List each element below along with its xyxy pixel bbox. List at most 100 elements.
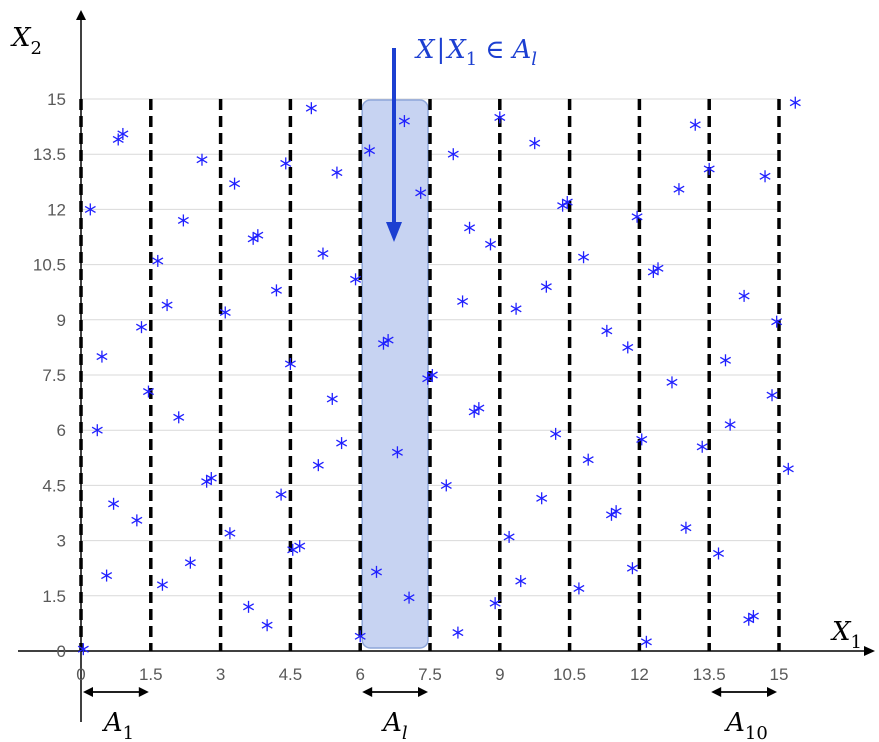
data-point xyxy=(550,427,562,440)
y-tick-label: 4.5 xyxy=(42,476,66,495)
interval-arrowhead-right xyxy=(138,687,149,697)
x-axis-arrowhead xyxy=(864,646,875,656)
data-point xyxy=(294,540,306,553)
y-tick-label: 12 xyxy=(47,200,66,219)
data-point xyxy=(452,626,464,639)
x-tick-label: 7.5 xyxy=(418,665,442,684)
data-point xyxy=(131,514,143,527)
data-point xyxy=(117,127,129,140)
data-point xyxy=(205,472,217,485)
data-point xyxy=(284,357,296,370)
data-point xyxy=(312,459,324,472)
data-point xyxy=(391,446,403,459)
data-point xyxy=(529,137,541,150)
interval-arrowhead-left xyxy=(362,687,373,697)
axes xyxy=(18,10,875,722)
x-tick-label: 3 xyxy=(216,665,225,684)
data-point xyxy=(142,385,154,398)
data-point xyxy=(540,280,552,293)
data-point xyxy=(77,643,89,656)
interval-arrowhead-right xyxy=(418,687,428,697)
data-point xyxy=(275,488,287,501)
data-point xyxy=(161,299,173,312)
data-point xyxy=(680,521,692,534)
data-point xyxy=(494,111,506,124)
data-point xyxy=(112,133,124,146)
data-point xyxy=(440,479,452,492)
data-point xyxy=(224,527,236,540)
x-tick-label: 15 xyxy=(770,665,789,684)
data-point xyxy=(354,630,366,643)
data-point xyxy=(610,505,622,518)
data-point xyxy=(724,418,736,431)
y-tick-label: 10.5 xyxy=(33,256,66,275)
data-point xyxy=(464,221,476,234)
data-point xyxy=(370,565,383,578)
x-axis-label: X1 xyxy=(830,617,862,653)
data-point xyxy=(135,321,148,334)
data-point xyxy=(326,392,338,405)
y-axis-label-sub: 2 xyxy=(31,38,42,59)
data-point xyxy=(229,177,241,190)
data-point xyxy=(719,354,732,367)
annotation-arrow-head xyxy=(386,222,402,242)
data-point xyxy=(447,148,459,161)
data-point xyxy=(510,302,522,315)
x-axis-label-sub: 1 xyxy=(851,632,862,653)
data-point xyxy=(305,102,317,115)
y-axis-label: X2 xyxy=(10,23,42,59)
data-point xyxy=(771,315,783,328)
data-point xyxy=(747,610,759,623)
data-point xyxy=(503,530,515,543)
x-tick-label: 6 xyxy=(355,665,364,684)
data-point xyxy=(666,376,678,389)
data-point xyxy=(382,334,394,347)
y-tick-label: 3 xyxy=(57,532,66,551)
data-point xyxy=(626,562,638,575)
data-point xyxy=(557,199,569,212)
data-point xyxy=(457,295,469,308)
data-point xyxy=(484,238,497,251)
tick-labels: 0 1.5 3 4.5 6 7.5 9 10.5 12 13.5 15 0 1.5 3 4.5 6 7.5 9 10… xyxy=(33,90,789,684)
data-point xyxy=(177,214,189,227)
data-point xyxy=(561,196,573,209)
data-point xyxy=(152,254,164,267)
x-tick-label: 4.5 xyxy=(279,665,303,684)
data-point xyxy=(270,284,282,297)
data-point xyxy=(398,115,410,128)
data-point xyxy=(377,337,389,350)
data-point xyxy=(219,306,231,319)
data-point xyxy=(647,265,659,278)
data-point xyxy=(703,162,715,175)
data-point xyxy=(743,613,755,626)
data-point xyxy=(712,547,725,560)
data-point xyxy=(605,508,618,521)
data-point xyxy=(640,635,652,648)
data-point xyxy=(473,402,485,415)
data-point xyxy=(317,247,329,260)
data-point xyxy=(689,118,701,131)
data-point xyxy=(515,575,527,588)
data-point xyxy=(766,389,778,402)
interval-arrowhead-right xyxy=(767,687,777,697)
data-point xyxy=(601,324,613,337)
x-tick-label: 0 xyxy=(76,665,85,684)
data-point xyxy=(536,492,548,505)
data-point xyxy=(582,453,594,466)
y-axis-arrowhead xyxy=(76,10,86,20)
interval-label: A10 xyxy=(724,708,768,742)
x-tick-label: 1.5 xyxy=(139,665,163,684)
interval-annotations: A1 Al A10 xyxy=(83,687,777,742)
data-point xyxy=(96,350,108,363)
data-point xyxy=(422,372,434,385)
data-point xyxy=(673,183,685,196)
data-point xyxy=(252,229,264,242)
data-point xyxy=(91,424,103,437)
data-point xyxy=(247,232,259,245)
y-tick-label: 6 xyxy=(57,421,66,440)
data-point xyxy=(578,251,590,264)
y-tick-label: 9 xyxy=(57,311,66,330)
y-tick-label: 15 xyxy=(47,90,66,109)
conditional-annotation: X|X1 ∈ Al xyxy=(414,35,537,70)
